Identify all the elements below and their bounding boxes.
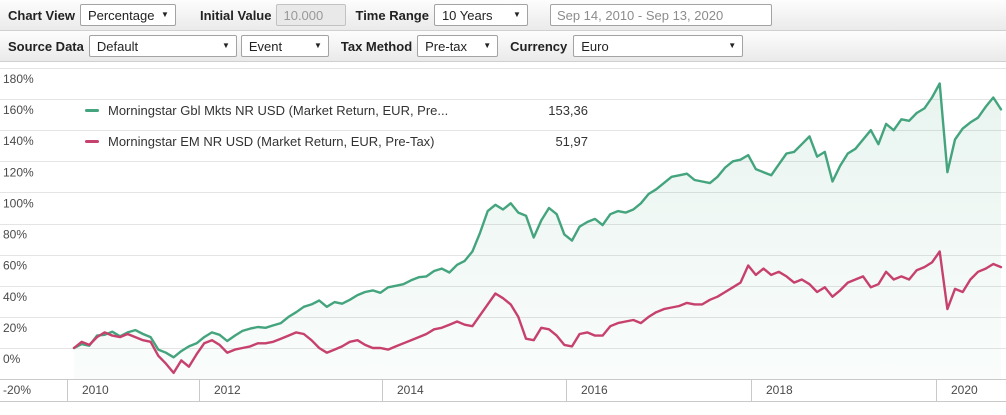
legend-item-gbl-mkts: Morningstar Gbl Mkts NR USD (Market Retu… [85, 102, 588, 119]
time-range-label: Time Range [355, 7, 429, 23]
time-range-select-value: 10 Years [441, 7, 493, 23]
event-select-value: Event [248, 38, 283, 54]
time-range-select[interactable]: 10 Years ▼ [433, 4, 528, 26]
currency-label: Currency [510, 38, 568, 54]
svg-text:2014: 2014 [397, 383, 424, 397]
chart-view-select[interactable]: Percentage ▼ [79, 4, 176, 26]
svg-text:100%: 100% [3, 196, 34, 210]
svg-text:120%: 120% [3, 165, 34, 179]
series-value: 153,36 [548, 103, 588, 118]
svg-text:160%: 160% [3, 103, 34, 117]
tax-method-select[interactable]: Pre-tax ▼ [417, 35, 499, 57]
series-name: Morningstar Gbl Mkts NR USD (Market Retu… [108, 103, 449, 118]
caret-down-icon: ▼ [161, 10, 169, 19]
chart-legend: Morningstar Gbl Mkts NR USD (Market Retu… [85, 102, 588, 164]
caret-down-icon: ▼ [313, 41, 322, 50]
toolbar-row-1: Chart View Percentage ▼ Initial Value Ti… [0, 0, 1006, 31]
tax-method-label: Tax Method [340, 38, 413, 54]
svg-text:0%: 0% [3, 352, 21, 366]
svg-text:20%: 20% [3, 321, 27, 335]
svg-text:80%: 80% [3, 228, 27, 242]
svg-text:2020: 2020 [951, 383, 978, 397]
growth-chart: 180% 160% 140% 120% 100% 80% 60% 40% 20% 0% -20% 20… [0, 62, 1006, 415]
svg-text:2010: 2010 [82, 383, 109, 397]
tax-method-select-value: Pre-tax [425, 38, 468, 54]
chart-view-select-value: Percentage [87, 7, 155, 23]
initial-value-label: Initial Value [199, 7, 272, 23]
currency-select[interactable]: Euro ▼ [573, 35, 744, 57]
initial-value-input [276, 4, 347, 26]
svg-text:180%: 180% [3, 72, 34, 86]
legend-item-em: Morningstar EM NR USD (Market Return, EU… [85, 133, 588, 150]
svg-text:60%: 60% [3, 259, 27, 273]
source-data-label: Source Data [8, 38, 84, 54]
series-color-swatch [85, 109, 99, 112]
source-data-select[interactable]: Default ▼ [88, 35, 237, 57]
caret-down-icon: ▼ [513, 10, 521, 19]
event-select[interactable]: Event ▼ [240, 35, 329, 57]
svg-text:2018: 2018 [766, 383, 793, 397]
svg-text:2016: 2016 [581, 383, 608, 397]
date-range-input[interactable] [549, 4, 772, 26]
caret-down-icon: ▼ [483, 41, 492, 50]
toolbar-row-2: Source Data Default ▼ Event ▼ Tax Method… [0, 31, 1006, 62]
caret-down-icon: ▼ [221, 41, 230, 50]
svg-text:140%: 140% [3, 134, 34, 148]
chart-canvas: 180% 160% 140% 120% 100% 80% 60% 40% 20% 0% -20% 20… [0, 68, 1006, 402]
source-data-select-value: Default [96, 38, 139, 54]
svg-text:40%: 40% [3, 290, 27, 304]
series-color-swatch [85, 140, 99, 143]
svg-text:2012: 2012 [214, 383, 241, 397]
series-name: Morningstar EM NR USD (Market Return, EU… [108, 134, 435, 149]
caret-down-icon: ▼ [728, 41, 737, 50]
currency-select-value: Euro [581, 38, 609, 54]
chart-view-label: Chart View [8, 7, 75, 23]
series-value: 51,97 [555, 134, 588, 149]
svg-text:-20%: -20% [3, 383, 31, 397]
